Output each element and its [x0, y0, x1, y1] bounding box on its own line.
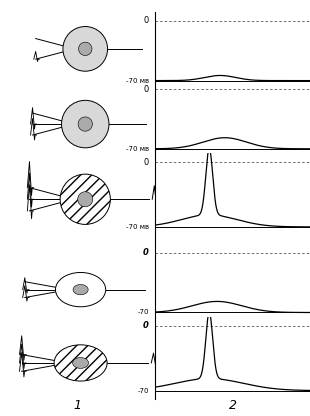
- Text: -70 мв: -70 мв: [126, 224, 149, 230]
- Text: 1: 1: [73, 399, 82, 412]
- Ellipse shape: [54, 345, 107, 381]
- Text: 2: 2: [228, 399, 237, 412]
- Text: 0: 0: [143, 322, 149, 330]
- Ellipse shape: [55, 272, 106, 307]
- Text: -70: -70: [137, 388, 149, 394]
- Text: -70 мв: -70 мв: [126, 78, 149, 84]
- Text: 0: 0: [144, 158, 149, 167]
- Ellipse shape: [60, 174, 110, 224]
- Text: 0: 0: [144, 84, 149, 94]
- Ellipse shape: [73, 285, 88, 295]
- Ellipse shape: [61, 100, 109, 148]
- Ellipse shape: [78, 192, 93, 207]
- Ellipse shape: [73, 357, 89, 369]
- Ellipse shape: [63, 27, 108, 71]
- Text: -70: -70: [137, 310, 149, 315]
- Ellipse shape: [78, 42, 92, 56]
- Text: -70 мв: -70 мв: [126, 146, 149, 152]
- Text: 0: 0: [144, 16, 149, 25]
- Text: 0: 0: [143, 248, 149, 258]
- Ellipse shape: [78, 117, 92, 131]
